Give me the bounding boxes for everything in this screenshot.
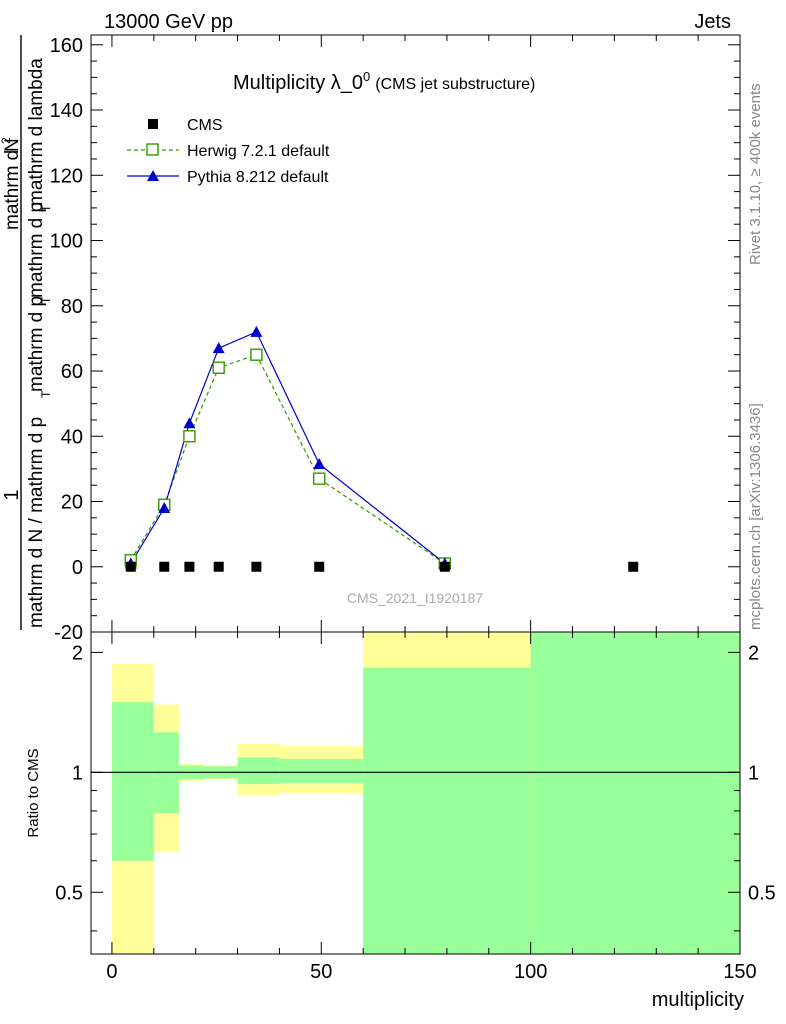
y-tick-label: 120 [50, 165, 83, 187]
ratio-ylabel: Ratio to CMS [25, 748, 42, 837]
cms-point [213, 561, 224, 572]
y-tick-label: 40 [61, 426, 83, 448]
y-tick-label: 80 [61, 296, 83, 318]
chart-title-sub: (CMS jet substructure) [375, 76, 535, 93]
main-panel: -20 0 20 40 60 80 100 120 140 160 CMS_2021_I19201… [50, 34, 741, 644]
legend-cms-label: CMS [187, 117, 223, 134]
pythia-point [313, 457, 326, 469]
pythia-point [250, 325, 263, 337]
pythia-line [130, 331, 446, 564]
cms-point [251, 561, 262, 572]
legend-cms-marker [148, 119, 158, 129]
y-tick-label: -20 [54, 622, 83, 644]
ylabel-denominator-sub-a: T [39, 390, 53, 398]
rivet-label: Rivet 3.1.10, ≥ 400k events [747, 83, 764, 265]
ylabel-denominator-a: mathrm d N / mathrm d p [26, 417, 47, 628]
y-tick-label: 60 [61, 361, 83, 383]
y-tick-label: 0 [72, 557, 83, 579]
legend-herwig-label: Herwig 7.2.1 default [187, 143, 330, 160]
cms-point [439, 561, 450, 572]
x-tick-label: 100 [514, 961, 547, 983]
herwig-point [250, 348, 263, 361]
ylabel-d2n-a: mathrm d [2, 150, 23, 230]
watermark: CMS_2021_I1920187 [347, 590, 483, 606]
mcplots-label: mcplots.cern.ch [arXiv:1306.3436] [747, 403, 764, 630]
ylabel-denominator-b: mathrm d p [26, 296, 47, 392]
chart-title-sup: 0 [363, 69, 370, 84]
ratio-band-inner [237, 757, 280, 784]
ylabel-denominator-sub-b: T [39, 296, 53, 304]
legend-herwig-marker [146, 143, 159, 156]
ylabel-d2n-sup: 2 [0, 137, 13, 144]
ratio-y-tick-label-right: 2 [748, 642, 759, 664]
ratio-band-inner [279, 759, 364, 784]
ratio-y-tick-label: 1 [72, 762, 83, 784]
cms-point [628, 561, 639, 572]
cms-point [184, 561, 195, 572]
header-left: 13000 GeV pp [104, 11, 233, 33]
cms-point [159, 561, 170, 572]
chart-title-main: Multiplicity λ_0 [233, 72, 363, 94]
ratio-y-tick-label-right: 1 [748, 762, 759, 784]
ratio-band-inner [530, 632, 740, 954]
ratio-y-tick-label: 2 [72, 642, 83, 664]
legend-pythia-marker [147, 170, 159, 181]
y-tick-label: 160 [50, 35, 83, 57]
ylabel-numerator: 1 [1, 489, 23, 500]
chart-title: Multiplicity λ_00 (CMS jet substructure) [233, 69, 535, 94]
herwig-line [130, 353, 446, 564]
ratio-panel: 0 50 100 150 0.5 0.5 1 1 2 2 Ratio to CMS multipl… [25, 631, 776, 1011]
legend: CMS Herwig 7.2.1 default Pythia 8.212 de… [127, 117, 330, 186]
y-tick-label: 140 [50, 100, 83, 122]
cms-point [125, 561, 136, 572]
ratio-y-tick-label: 0.5 [55, 882, 83, 904]
x-tick-label: 150 [723, 961, 756, 983]
pythia-point [158, 502, 171, 514]
ratio-y-tick-label-right: 0.5 [748, 882, 776, 904]
ylabel-denominator-d: mathrm d lambda [26, 58, 47, 206]
pythia-point [212, 342, 225, 354]
pythia-point [183, 417, 196, 429]
legend-pythia-label: Pythia 8.212 default [187, 169, 329, 186]
cms-point [314, 561, 325, 572]
x-tick-label: 0 [106, 961, 117, 983]
ylabel-d2n-b: N [2, 138, 23, 152]
main-ylabel: 1 mathrm d N / mathrm d p T mathrm d p T… [0, 35, 53, 630]
herwig-point [212, 361, 225, 374]
ylabel-denominator-c: mathrm d p [26, 202, 47, 298]
herwig-point [312, 472, 326, 485]
header-right: Jets [694, 11, 731, 33]
y-tick-label: 100 [50, 231, 83, 253]
x-axis-label: multiplicity [652, 989, 744, 1011]
ratio-band-inner [111, 702, 154, 861]
ratio-frame [90, 631, 741, 955]
ylabel-denominator-sub-c: T [39, 204, 53, 212]
y-tick-label: 20 [61, 492, 83, 514]
ratio-band-inner [363, 667, 531, 954]
x-tick-label: 50 [310, 961, 332, 983]
herwig-point [183, 430, 196, 443]
